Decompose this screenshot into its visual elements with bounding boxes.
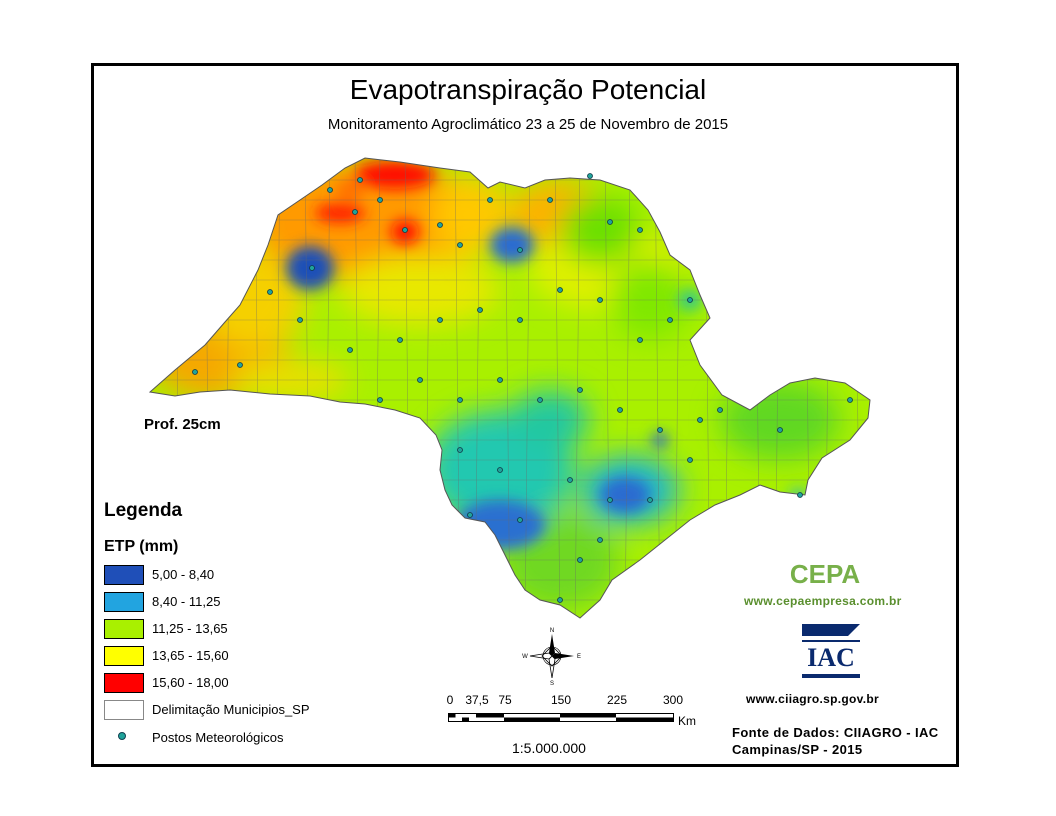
- map-title: Evapotranspiração Potencial: [349, 74, 707, 105]
- legend-swatch: [104, 673, 144, 693]
- cepa-logo: CEPA: [790, 559, 860, 588]
- north-arrow-icon: N S W E: [522, 628, 581, 686]
- legend-variable: ETP (mm): [104, 538, 179, 555]
- legend-swatch: [104, 565, 144, 585]
- data-source-line: Campinas/SP - 2015: [732, 742, 863, 757]
- cepa-logo-text: CEPA: [790, 559, 860, 588]
- legend-swatch: [104, 619, 144, 639]
- map-subtitle: Monitoramento Agroclimático 23 a 25 de N…: [327, 116, 729, 133]
- legend-label: 8,40 - 11,25: [152, 594, 221, 609]
- legend-stations-label: Postos Meteorológicos: [152, 730, 284, 745]
- scale-unit: Km: [678, 714, 696, 728]
- scale-tick: 150: [550, 693, 572, 707]
- scale-bar: [448, 713, 674, 722]
- legend-label: 13,65 - 15,60: [152, 648, 229, 663]
- legend-label: 5,00 - 8,40: [152, 567, 215, 582]
- compass-e: E: [577, 654, 581, 660]
- scale-tick: 0: [446, 693, 454, 707]
- scale-tick: 37,5: [465, 693, 489, 707]
- iac-logo: IAC: [802, 624, 860, 678]
- legend-swatch: [104, 700, 144, 720]
- map-frame: [91, 63, 959, 767]
- scale-tick: 300: [662, 693, 684, 707]
- compass-w: W: [522, 654, 528, 660]
- cepa-url: www.cepaempresa.com.br: [744, 594, 902, 608]
- legend-swatch: [104, 592, 144, 612]
- data-source: Fonte de Dados: CIIAGRO - IAC Campinas/S…: [732, 724, 939, 758]
- data-source-line: Fonte de Dados: CIIAGRO - IAC: [732, 725, 939, 740]
- compass-n: N: [550, 628, 554, 634]
- legend-label: 15,60 - 18,00: [152, 675, 229, 690]
- station-marker-icon: [118, 732, 126, 740]
- ciiagro-url: www.ciiagro.sp.gov.br: [746, 692, 879, 706]
- iac-logo-text: IAC: [807, 643, 855, 672]
- scale-ratio: 1:5.000.000: [512, 740, 586, 756]
- sao-paulo-etp-map: [148, 157, 871, 619]
- compass-s: S: [550, 681, 554, 686]
- station-markers: [192, 173, 853, 603]
- legend-label: 11,25 - 13,65: [152, 621, 228, 636]
- depth-label: Prof. 25cm: [144, 416, 221, 433]
- legend-label: Delimitação Municipios_SP: [152, 702, 310, 717]
- scale-tick: 225: [606, 693, 628, 707]
- legend-title: Legenda: [104, 500, 183, 521]
- scale-tick: 75: [498, 693, 512, 707]
- legend-swatch: [104, 646, 144, 666]
